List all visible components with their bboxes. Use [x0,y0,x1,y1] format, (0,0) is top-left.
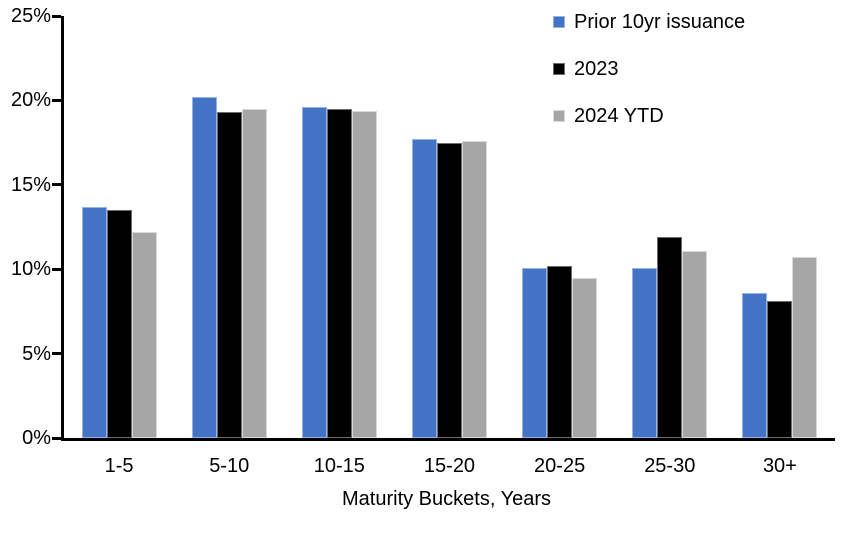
plot-area: 0% 5% 10% 15% 20% 25% 1-5 5-10 10-15 15-20 20-25 25… [11,5,835,477]
y-axis-label: 10% [10,258,51,281]
y-axis-tick [52,436,61,440]
y-axis-label: 15% [10,173,51,196]
x-axis-label: 10-15 [313,455,365,477]
bar-prior-10yr-issuance-5-10 [191,97,217,438]
legend-marker [553,16,565,28]
bar-prior-10yr-issuance-20-25 [522,267,548,438]
legend-item: 2023 [553,58,745,80]
legend: Prior 10yr issuance 2023 2024 YTD [553,11,745,127]
bar-2023-30+ [767,301,793,438]
x-axis-label: 20-25 [534,455,586,477]
x-axis-label: 15-20 [423,455,476,477]
y-axis-tick [52,98,61,102]
bar-2024-ytd-10-15 [351,110,377,438]
y-axis-tick [52,267,61,271]
x-axis-title: Maturity Buckets, Years [342,488,551,510]
y-axis-tick [52,352,61,356]
bar-2024-ytd-20-25 [572,277,598,438]
bar-2023-1-5 [106,210,132,438]
legend-label: Prior 10yr issuance [574,11,746,33]
bar-2023-25-30 [657,237,683,438]
bar-2023-15-20 [437,142,462,438]
x-axis-label: 25-30 [644,455,696,477]
bar-2024-ytd-1-5 [131,232,157,438]
y-axis-tick [52,183,61,187]
bar-prior-10yr-issuance-25-30 [632,267,658,438]
legend-label: 2024 YTD [574,105,664,127]
y-axis-label: 5% [22,342,51,365]
y-axis-tick [52,14,61,18]
bar-prior-10yr-issuance-15-20 [412,139,437,438]
bar-2024-ytd-15-20 [462,140,487,438]
bar-prior-10yr-issuance-1-5 [81,206,107,438]
legend-marker [553,63,565,75]
legend-marker [553,110,565,122]
bar-2024-ytd-5-10 [241,108,267,438]
bar-2024-ytd-25-30 [682,250,708,438]
legend-label: 2023 [574,58,619,80]
bar-2023-5-10 [216,112,242,438]
bar-2024-ytd-30+ [792,257,818,438]
y-axis-label: 25% [10,5,51,27]
y-axis-label: 0% [22,427,51,449]
y-axis-label: 20% [10,89,51,112]
legend-item: Prior 10yr issuance [553,11,745,33]
bar-prior-10yr-issuance-10-15 [301,107,327,438]
x-axis-label: 1-5 [104,455,134,477]
x-axis-label: 30+ [762,455,797,477]
bar-prior-10yr-issuance-30+ [742,292,768,438]
bar-2023-10-15 [326,108,352,438]
legend-item: 2024 YTD [553,105,745,127]
bar-2023-20-25 [547,265,573,438]
x-axis-label: 5-10 [209,455,250,477]
